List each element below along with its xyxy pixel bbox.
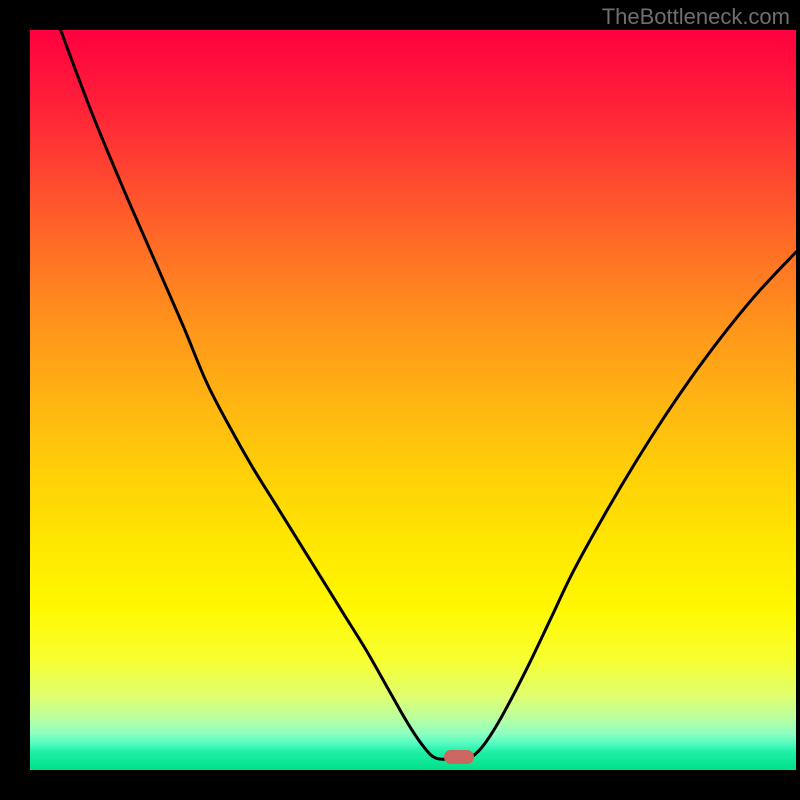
bottleneck-curve — [30, 30, 796, 770]
curve-path — [61, 30, 796, 760]
trough-marker — [444, 750, 474, 764]
plot-area — [30, 30, 796, 770]
chart-stage: TheBottleneck.com — [0, 0, 800, 800]
watermark-text: TheBottleneck.com — [602, 4, 790, 30]
